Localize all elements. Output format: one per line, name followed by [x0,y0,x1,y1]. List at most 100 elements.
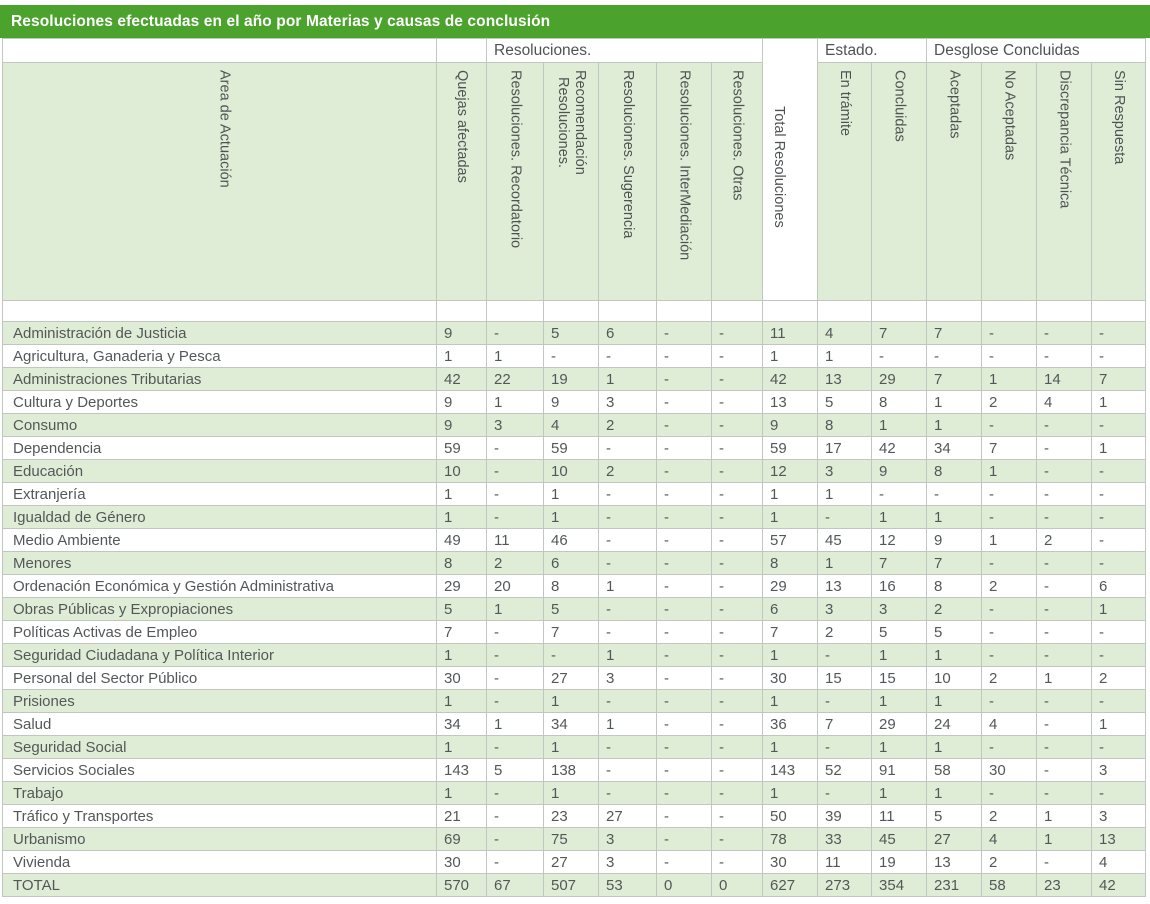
value-cell: - [710,712,764,736]
value-cell: - [1091,344,1147,368]
value-cell: 4 [1091,850,1147,874]
value-cell: - [710,482,764,506]
header-body-spacer-row [2,300,1147,322]
value-cell: 9 [543,390,599,414]
value-cell: - [543,344,599,368]
value-cell: - [656,436,712,460]
value-cell: - [486,781,544,805]
value-cell: 2 [1036,528,1093,552]
value-cell: - [817,643,873,667]
value-cell: 3 [598,827,657,851]
value-cell: 5 [436,597,487,621]
area-cell: Medio Ambiente [2,528,437,552]
value-cell: - [656,482,712,506]
value-cell: 9 [871,459,928,483]
group-header-resoluciones: Resoluciones. [485,38,764,63]
value-cell: 3 [598,666,657,690]
value-cell: 2 [598,459,657,483]
value-cell: 13 [1091,827,1147,851]
value-cell: 1 [817,344,873,368]
value-cell: - [1036,551,1093,575]
value-cell: 1 [543,735,599,759]
value-cell: - [598,344,657,368]
table-row: Consumo 9 3 4 2- -9 8 1 1- - - [2,413,1147,437]
value-cell: - [656,643,712,667]
value-cell: 29 [762,574,819,598]
value-cell: 1 [871,413,928,437]
value-cell: 7 [871,321,928,345]
area-cell: TOTAL [2,873,437,897]
table-row: Urbanismo 69-75 3- -78 33 45 27 4 1 13 [2,827,1147,851]
table-row: Igualdad de Género 1-1- - -1-1 1- - - [2,505,1147,529]
value-cell: 2 [981,850,1038,874]
value-cell: 3 [817,459,873,483]
value-cell: 1 [981,528,1038,552]
value-cell: - [710,436,764,460]
value-cell: - [710,413,764,437]
value-cell: - [710,781,764,805]
value-cell: - [710,459,764,483]
value-cell: - [981,597,1038,621]
table-body: Administración de Justicia 9-5 6- -11 4 7 7- - -… [2,321,1147,897]
value-cell: 57 [762,528,819,552]
table-row: Educación 10-10 2- -12 3 9 8 1- - [2,459,1147,483]
value-cell: - [598,689,657,713]
value-cell: - [710,735,764,759]
value-cell: - [871,482,928,506]
area-cell: Urbanismo [2,827,437,851]
value-cell: 1 [981,459,1038,483]
value-cell: 627 [762,873,819,897]
value-cell: 5 [926,620,983,644]
value-cell: - [1091,482,1147,506]
area-cell: Menores [2,551,437,575]
value-cell: 5 [926,804,983,828]
resolutions-table: Resoluciones. Total Resoluciones Estado.… [2,38,1147,897]
value-cell: 9 [436,390,487,414]
value-cell: 1 [871,735,928,759]
value-cell: - [1036,735,1093,759]
value-cell: 8 [762,551,819,575]
value-cell: 1 [1036,666,1093,690]
col-header-resoluciones-intermediacion: Resoluciones. InterMediación [656,62,712,301]
value-cell: - [1091,505,1147,529]
value-cell: 1 [543,781,599,805]
value-cell: 29 [871,712,928,736]
value-cell: - [710,643,764,667]
column-header-row: Area de Actuación Quejas afectadas Resol… [2,62,1147,301]
area-cell: Prisiones [2,689,437,713]
value-cell: 143 [762,758,819,782]
value-cell: - [1036,413,1093,437]
value-cell: - [981,781,1038,805]
col-header-concluidas: Concluidas [871,62,928,301]
value-cell: - [656,367,712,391]
table-row: Salud 34 1 34 1- -36 7 29 24 4-1 [2,712,1147,736]
value-cell: 67 [486,873,544,897]
value-cell: 13 [762,390,819,414]
value-cell: 19 [543,367,599,391]
table-row: Seguridad Social 1-1- - -1-1 1- - - [2,735,1147,759]
value-cell: 1 [436,505,487,529]
value-cell: 34 [543,712,599,736]
value-cell: - [656,574,712,598]
value-cell: 75 [543,827,599,851]
value-cell: 2 [981,390,1038,414]
value-cell: 58 [926,758,983,782]
value-cell: 3 [598,390,657,414]
value-cell: 5 [486,758,544,782]
value-cell: - [1036,597,1093,621]
value-cell: 1 [543,689,599,713]
value-cell: 59 [436,436,487,460]
value-cell: 8 [926,574,983,598]
area-cell: Dependencia [2,436,437,460]
value-cell: - [486,643,544,667]
value-cell: - [486,689,544,713]
value-cell: 7 [1091,367,1147,391]
value-cell: 30 [981,758,1038,782]
value-cell: 20 [486,574,544,598]
area-cell: Administración de Justicia [2,321,437,345]
value-cell: 8 [436,551,487,575]
value-cell: 7 [762,620,819,644]
value-cell: - [817,735,873,759]
value-cell: 1 [871,505,928,529]
value-cell: 15 [817,666,873,690]
